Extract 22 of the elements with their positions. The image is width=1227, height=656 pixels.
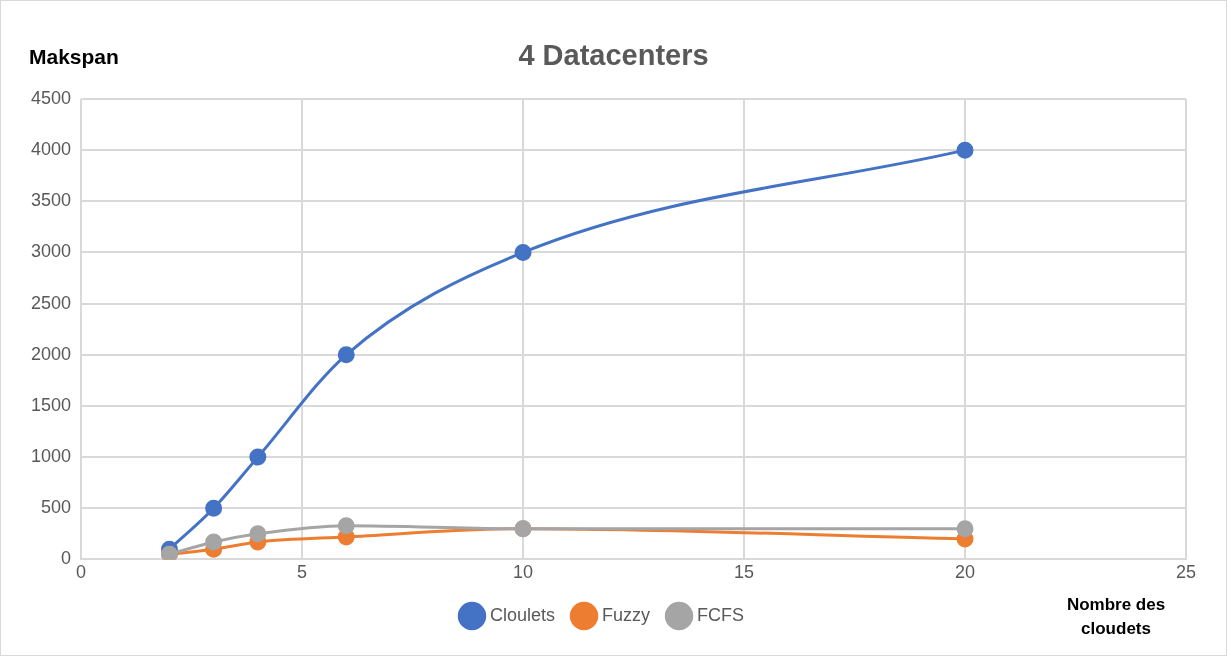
y-tick-label: 1500 bbox=[31, 394, 72, 415]
y-tick-label: 500 bbox=[41, 497, 72, 518]
legend-label: Fuzzy bbox=[602, 604, 651, 625]
x-tick-label: 20 bbox=[954, 562, 976, 583]
y-tick-label: 3500 bbox=[31, 190, 72, 211]
x-tick-label: 15 bbox=[734, 562, 755, 583]
legend-label: FCFS bbox=[697, 604, 745, 625]
y-tick-label: 0 bbox=[61, 548, 72, 569]
y-tick-label: 4500 bbox=[31, 87, 72, 108]
y-tick-label: 2500 bbox=[31, 292, 72, 313]
legend-label: Cloulets bbox=[489, 604, 556, 625]
x-tick-label: 10 bbox=[513, 562, 534, 583]
x-tick-label: 0 bbox=[76, 562, 87, 583]
y-tick-label: 1000 bbox=[31, 446, 72, 467]
x-tick-label: 5 bbox=[297, 562, 308, 583]
y-tick-label: 2000 bbox=[31, 343, 72, 364]
y-axis-title: Makspan bbox=[29, 45, 119, 69]
x-axis-title: Nombre des cloudets bbox=[1065, 594, 1167, 640]
y-tick-label: 4000 bbox=[31, 139, 72, 160]
x-tick-label: 25 bbox=[1175, 562, 1197, 583]
y-tick-label: 3000 bbox=[31, 241, 72, 262]
chart-title: 4 Datacenters bbox=[518, 39, 709, 71]
